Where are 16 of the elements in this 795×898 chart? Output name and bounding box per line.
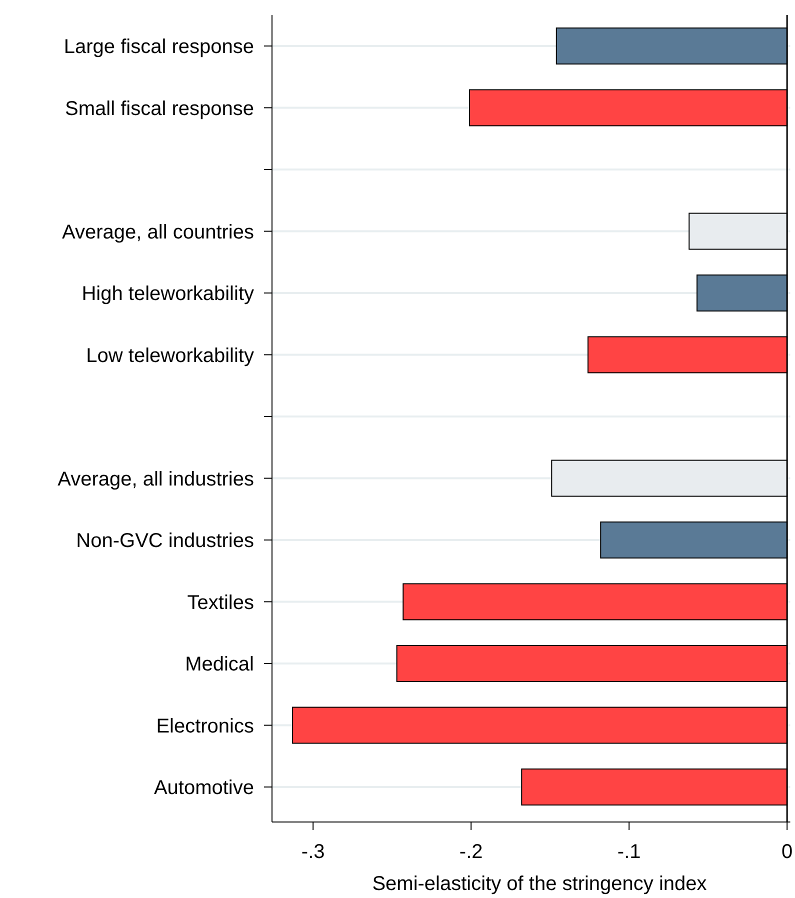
x-tick-label: 0 (782, 841, 793, 863)
y-tick-label: Automotive (154, 777, 254, 799)
x-tick-label: -.2 (459, 841, 483, 863)
y-tick-label: Low teleworkability (86, 344, 254, 367)
x-tick-label: -.1 (617, 841, 641, 863)
x-axis-title: Semi-elasticity of the stringency index (372, 873, 707, 895)
y-tick-label: Average, all industries (58, 468, 254, 490)
y-tick-label: Large fiscal response (64, 36, 254, 58)
y-tick-label: Non-GVC industries (76, 530, 254, 552)
y-tick-label: Average, all countries (62, 221, 254, 244)
x-tick-label: -.3 (301, 841, 325, 863)
y-tick-label: Medical (185, 654, 254, 676)
y-tick-label: Small fiscal response (65, 98, 254, 120)
y-tick-label: High teleworkability (82, 283, 254, 305)
y-tick-label: Textiles (187, 592, 254, 614)
y-tick-label: Electronics (156, 715, 254, 738)
